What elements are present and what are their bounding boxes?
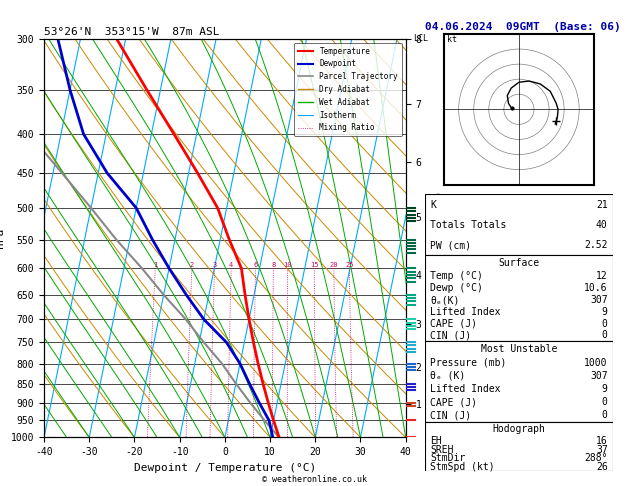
Text: 0: 0	[602, 410, 608, 420]
Text: Totals Totals: Totals Totals	[430, 220, 506, 230]
FancyBboxPatch shape	[425, 194, 613, 255]
Text: 2.52: 2.52	[584, 240, 608, 250]
Text: 37: 37	[596, 445, 608, 455]
Text: 10.6: 10.6	[584, 283, 608, 293]
Text: 12: 12	[596, 272, 608, 281]
Text: 21: 21	[596, 200, 608, 209]
Text: 2: 2	[190, 262, 194, 268]
Text: Pressure (mb): Pressure (mb)	[430, 358, 506, 368]
Text: 0: 0	[602, 318, 608, 329]
Text: Mixing Ratio (g/kg): Mixing Ratio (g/kg)	[435, 191, 443, 286]
Text: 16: 16	[596, 436, 608, 446]
Text: kt: kt	[447, 35, 457, 44]
Text: Temp (°C): Temp (°C)	[430, 272, 483, 281]
Text: © weatheronline.co.uk: © weatheronline.co.uk	[262, 474, 367, 484]
Text: Lifted Index: Lifted Index	[430, 307, 501, 317]
FancyBboxPatch shape	[425, 341, 613, 421]
X-axis label: Dewpoint / Temperature (°C): Dewpoint / Temperature (°C)	[134, 463, 316, 473]
Text: 8: 8	[271, 262, 276, 268]
Text: 1000: 1000	[584, 358, 608, 368]
Text: SREH: SREH	[430, 445, 454, 455]
FancyBboxPatch shape	[425, 421, 613, 471]
Text: 15: 15	[310, 262, 318, 268]
Text: StmDir: StmDir	[430, 453, 465, 464]
Text: 9: 9	[602, 384, 608, 394]
Text: Most Unstable: Most Unstable	[481, 344, 557, 354]
Text: Dewp (°C): Dewp (°C)	[430, 283, 483, 293]
Text: 10: 10	[284, 262, 292, 268]
Text: Lifted Index: Lifted Index	[430, 384, 501, 394]
Text: 04.06.2024  09GMT  (Base: 06): 04.06.2024 09GMT (Base: 06)	[425, 22, 620, 32]
Text: 1: 1	[153, 262, 157, 268]
Text: Surface: Surface	[498, 258, 540, 268]
Text: CIN (J): CIN (J)	[430, 410, 471, 420]
Text: 9: 9	[602, 307, 608, 317]
Text: Hodograph: Hodograph	[493, 424, 545, 434]
Y-axis label: hPa: hPa	[0, 228, 5, 248]
FancyBboxPatch shape	[425, 255, 613, 341]
Text: θₑ (K): θₑ (K)	[430, 371, 465, 381]
Text: 0: 0	[602, 397, 608, 407]
Text: 20: 20	[330, 262, 338, 268]
Text: PW (cm): PW (cm)	[430, 240, 471, 250]
Legend: Temperature, Dewpoint, Parcel Trajectory, Dry Adiabat, Wet Adiabat, Isotherm, Mi: Temperature, Dewpoint, Parcel Trajectory…	[294, 43, 402, 136]
Text: 40: 40	[596, 220, 608, 230]
Text: CAPE (J): CAPE (J)	[430, 397, 477, 407]
Text: EH: EH	[430, 436, 442, 446]
Y-axis label: km
ASL: km ASL	[427, 229, 448, 247]
Text: 3: 3	[213, 262, 216, 268]
Text: 53°26'N  353°15'W  87m ASL: 53°26'N 353°15'W 87m ASL	[44, 27, 220, 37]
Text: LCL: LCL	[413, 35, 428, 43]
Text: 4: 4	[229, 262, 233, 268]
Text: 25: 25	[345, 262, 353, 268]
Text: K: K	[430, 200, 436, 209]
Text: 307: 307	[590, 295, 608, 305]
Text: 0: 0	[602, 330, 608, 340]
Text: 26: 26	[596, 462, 608, 472]
Text: CIN (J): CIN (J)	[430, 330, 471, 340]
Text: StmSpd (kt): StmSpd (kt)	[430, 462, 495, 472]
Text: CAPE (J): CAPE (J)	[430, 318, 477, 329]
Text: 6: 6	[253, 262, 258, 268]
Text: θₑ(K): θₑ(K)	[430, 295, 460, 305]
Text: 288°: 288°	[584, 453, 608, 464]
Text: 307: 307	[590, 371, 608, 381]
